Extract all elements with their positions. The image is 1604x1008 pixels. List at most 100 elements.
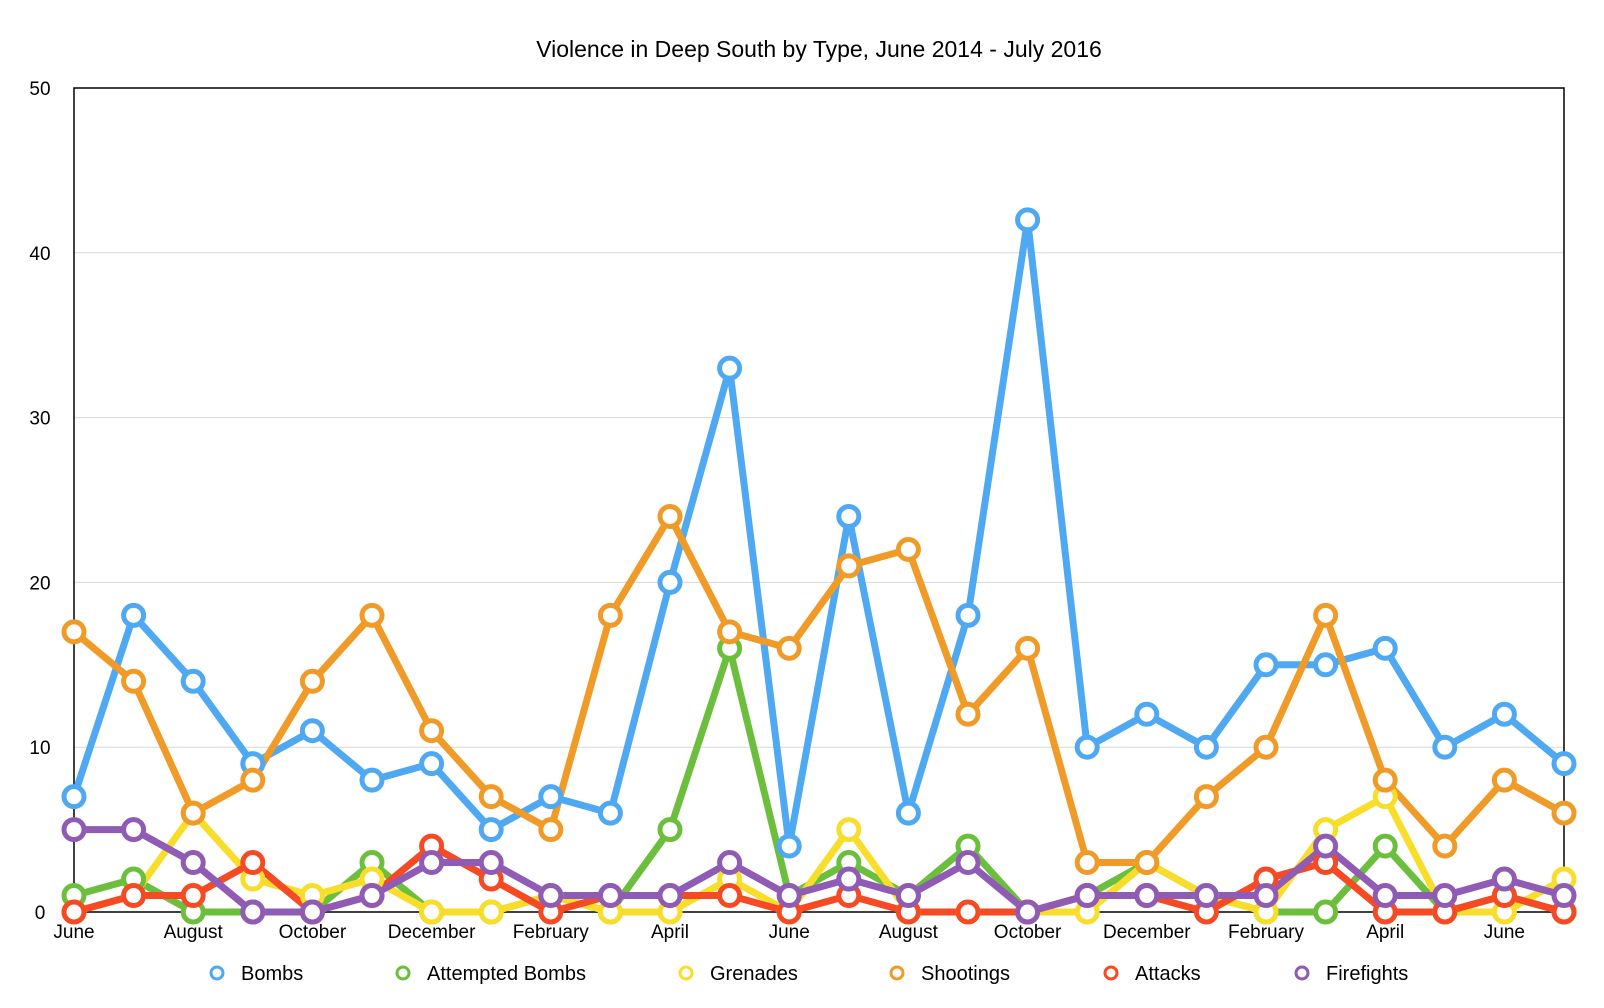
data-point-firefights [1253,883,1279,909]
data-point-bombs [1015,207,1041,233]
data-point-attacks [717,883,743,909]
x-tick-label: October [994,922,1062,943]
data-point-firefights [299,899,325,925]
data-point-firefights [419,850,445,876]
data-point-attacks [955,899,981,925]
data-point-shootings [1253,734,1279,760]
data-point-shootings [121,668,147,694]
data-point-shootings [1432,833,1458,859]
data-point-bombs [1432,734,1458,760]
legend-label-bombs: Bombs [241,963,303,985]
data-point-bombs [299,718,325,744]
data-point-bombs [776,833,802,859]
data-point-bombs [1193,734,1219,760]
data-point-firefights [1134,883,1160,909]
x-tick-label: February [513,922,590,943]
data-point-attacks [180,883,206,909]
data-point-firefights [657,883,683,909]
legend-marker-grenades [678,965,694,981]
legend-marker-attempted-bombs [395,965,411,981]
legend-marker-bombs [209,965,225,981]
chart-title: Violence in Deep South by Type, June 201… [536,36,1102,62]
legend-marker-attacks [1103,965,1119,981]
data-point-bombs [180,668,206,694]
legend-label-shootings: Shootings [921,963,1010,985]
data-point-shootings [1193,784,1219,810]
data-point-bombs [657,569,683,595]
data-point-shootings [895,536,921,562]
data-point-firefights [478,850,504,876]
y-tick-label: 50 [29,79,50,100]
data-point-firefights [240,899,266,925]
data-point-firefights [955,850,981,876]
data-point-shootings [776,635,802,661]
data-point-shootings [657,503,683,529]
data-point-shootings [1313,602,1339,628]
data-point-bombs [836,503,862,529]
data-point-bombs [597,800,623,826]
legend-label-firefights: Firefights [1326,963,1408,985]
x-tick-label: April [1366,922,1404,943]
legend: Bombs Attempted Bombs Grenades Shootings Att… [209,963,1408,985]
data-point-shootings [1134,850,1160,876]
data-point-firefights [895,883,921,909]
data-point-shootings [717,619,743,645]
data-point-bombs [1551,751,1577,777]
y-tick-label: 0 [35,903,46,924]
data-point-firefights [1551,883,1577,909]
plot-frame [73,87,1565,913]
x-tick-label: February [1228,922,1305,943]
data-point-shootings [538,817,564,843]
data-point-firefights [538,883,564,909]
data-point-firefights [1074,883,1100,909]
axes: 0 10 20 30 40 50 June August October December Febr… [29,79,1565,943]
series-line-shootings [70,512,1568,867]
y-tick-label: 40 [29,244,50,265]
data-point-firefights [359,883,385,909]
data-point-firefights [597,883,623,909]
data-point-shootings [836,553,862,579]
data-point-firefights [1491,866,1517,892]
legend-marker-firefights [1294,965,1310,981]
data-point-bombs [1074,734,1100,760]
y-tick-label: 20 [29,573,50,594]
series-lines [70,216,1568,916]
data-point-bombs [1372,635,1398,661]
data-point-grenades [836,817,862,843]
data-point-firefights [61,817,87,843]
x-tick-label: June [1484,922,1525,943]
gridlines [74,252,1564,748]
data-point-firefights [1193,883,1219,909]
data-point-shootings [359,602,385,628]
data-point-bombs [359,767,385,793]
data-point-shootings [597,602,623,628]
data-point-shootings [1015,635,1041,661]
data-point-shootings [419,718,445,744]
x-tick-label: August [879,922,939,943]
data-point-bombs [419,751,445,777]
data-point-shootings [240,767,266,793]
legend-label-attacks: Attacks [1135,963,1201,985]
x-tick-label: December [388,922,476,943]
data-point-shootings [478,784,504,810]
data-point-grenades [478,899,504,925]
data-point-bombs [1253,652,1279,678]
legend-label-grenades: Grenades [710,963,798,985]
data-point-firefights [121,817,147,843]
data-point-shootings [61,619,87,645]
x-tick-label: June [53,922,94,943]
data-point-bombs [1134,701,1160,727]
x-tick-label: October [279,922,347,943]
data-point-bombs [61,784,87,810]
series-line-bombs [70,216,1568,850]
data-point-firefights [836,866,862,892]
x-tick-label: December [1103,922,1191,943]
data-point-firefights [1372,883,1398,909]
data-point-firefights [717,850,743,876]
data-point-attacks [61,899,87,925]
y-tick-label: 10 [29,738,50,759]
data-point-attempted-bombs [657,817,683,843]
data-point-shootings [1074,850,1100,876]
data-point-bombs [1313,652,1339,678]
